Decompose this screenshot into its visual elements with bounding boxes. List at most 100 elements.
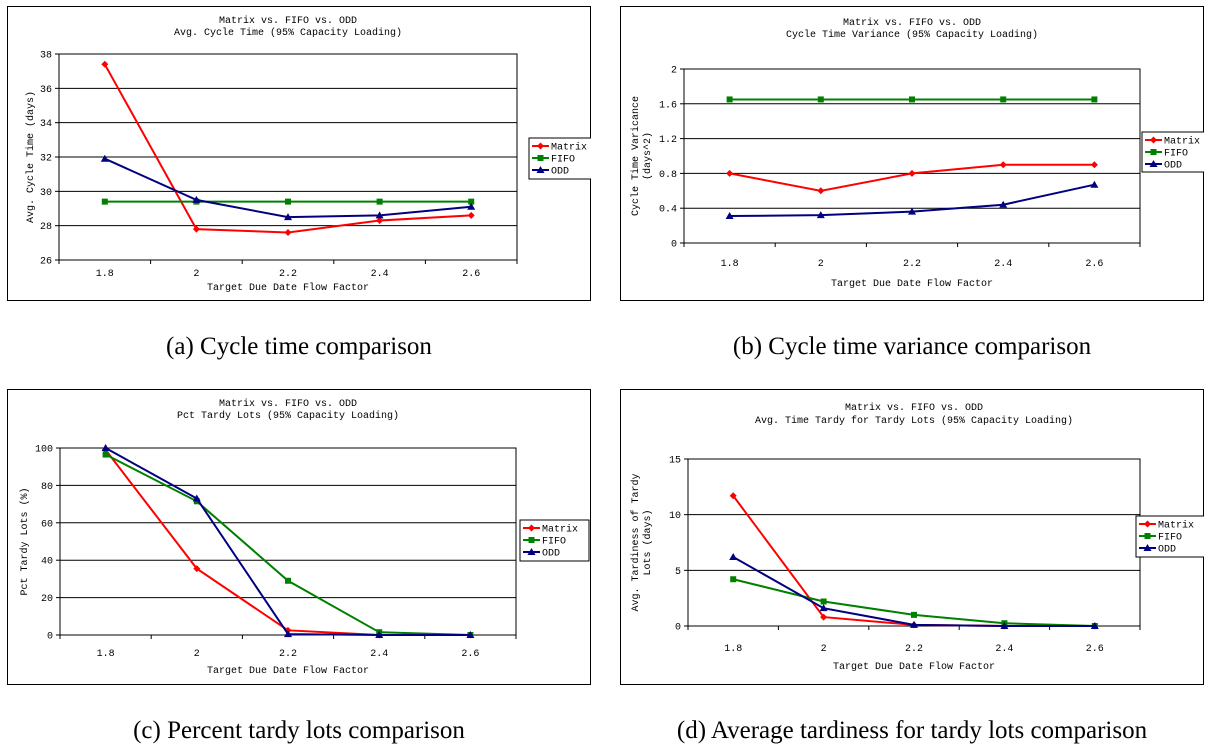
legend-entry-fifo: FIFO xyxy=(1145,149,1188,160)
y-tick-label: 38 xyxy=(40,51,52,62)
plot-area xyxy=(683,68,1141,244)
legend-marker xyxy=(1150,149,1157,155)
x-tick-label: 1.8 xyxy=(97,649,115,660)
y-axis-label: Cycle Time Varicance xyxy=(630,96,642,216)
legend-label: Matrix xyxy=(1158,520,1194,532)
y-tick-label: 0 xyxy=(671,240,677,251)
chart-subtitle: Cycle Time Variance (95% Capacity Loadin… xyxy=(786,29,1038,41)
y-tick-label: 60 xyxy=(41,519,53,530)
x-tick-label: 2.2 xyxy=(905,644,923,655)
legend-entry-matrix: Matrix xyxy=(523,524,578,536)
x-axis-label: Target Due Date Flow Factor xyxy=(207,665,369,677)
data-point xyxy=(375,211,384,219)
legend-entry-odd: ODD xyxy=(1145,160,1182,172)
data-point xyxy=(101,60,109,68)
data-point xyxy=(285,198,291,205)
y-axis-label: (days^2) xyxy=(642,132,654,180)
caption-c: (c) Percent tardy lots comparison xyxy=(133,717,465,744)
y-tick-label: 26 xyxy=(40,257,52,268)
y-tick-label: 2 xyxy=(671,66,677,77)
x-tick-label: 2.6 xyxy=(461,649,479,660)
data-point xyxy=(375,631,384,638)
x-tick-label: 2.6 xyxy=(462,269,480,280)
data-point xyxy=(817,187,825,195)
legend-entry-odd: ODD xyxy=(532,166,569,178)
data-point xyxy=(817,96,824,103)
data-point xyxy=(730,576,737,583)
legend-label: ODD xyxy=(1158,545,1176,556)
series-matrix xyxy=(726,161,1098,195)
chart-frame xyxy=(7,6,591,301)
legend-marker xyxy=(1143,544,1152,551)
x-tick-label: 2.2 xyxy=(279,649,297,660)
chart-subtitle: Avg. Time Tardy for Tardy Lots (95% Capa… xyxy=(755,415,1073,427)
legend-label: FIFO xyxy=(542,537,566,548)
y-tick-label: 0 xyxy=(675,623,681,634)
legend-entry-fifo: FIFO xyxy=(532,155,575,166)
chart-frame xyxy=(620,389,1204,685)
data-point xyxy=(820,613,828,621)
data-point xyxy=(1000,622,1009,629)
data-point xyxy=(819,604,828,612)
x-tick-label: 1.8 xyxy=(724,644,742,655)
legend-marker xyxy=(537,142,544,150)
data-point xyxy=(910,620,918,628)
series-odd xyxy=(729,552,1099,629)
data-point xyxy=(376,198,383,205)
legend-marker xyxy=(528,524,535,532)
x-axis-label: Target Due Date Flow Factor xyxy=(207,282,369,294)
y-tick-label: 28 xyxy=(40,222,52,233)
series-odd xyxy=(725,180,1099,220)
legend-entry-matrix: Matrix xyxy=(1145,136,1200,148)
series-matrix xyxy=(101,60,475,237)
y-tick-label: 32 xyxy=(40,154,52,165)
x-axis-label: Target Due Date Flow Factor xyxy=(833,661,995,673)
y-tick-label: 10 xyxy=(669,511,681,522)
data-point xyxy=(102,451,109,458)
chart-panel-a: Matrix vs. FIFO vs. ODD Avg. Cycle Time (… xyxy=(7,6,591,301)
legend-marker xyxy=(1144,520,1151,528)
data-point xyxy=(466,631,475,638)
x-tick-label: 2 xyxy=(193,269,199,280)
data-point xyxy=(1000,96,1007,103)
y-tick-label: 100 xyxy=(35,445,53,456)
y-axis-label: Avg. Tardiness of Tardy xyxy=(630,473,642,611)
data-point xyxy=(999,161,1007,169)
y-tick-label: 1.2 xyxy=(659,135,677,146)
plot-area xyxy=(58,53,518,261)
chart-title: Matrix vs. FIFO vs. ODD xyxy=(219,398,357,410)
x-tick-label: 2.2 xyxy=(279,269,297,280)
data-point xyxy=(192,195,201,203)
y-axis-label: Lots (days) xyxy=(642,509,654,575)
data-point xyxy=(284,213,292,221)
y-tick-label: 36 xyxy=(40,85,52,96)
legend-marker xyxy=(527,548,536,555)
y-tick-label: 30 xyxy=(40,188,52,199)
data-point xyxy=(729,492,737,500)
data-point xyxy=(467,202,476,210)
y-tick-label: 5 xyxy=(675,567,681,578)
legend-marker xyxy=(537,155,544,161)
legend-entry-matrix: Matrix xyxy=(532,142,587,154)
data-point xyxy=(284,229,292,237)
data-point xyxy=(726,96,733,103)
y-tick-label: 0.8 xyxy=(659,170,677,181)
data-point xyxy=(999,200,1008,208)
x-tick-label: 2 xyxy=(818,259,824,270)
legend-entry-odd: ODD xyxy=(523,548,560,560)
chart-panel-d: Matrix vs. FIFO vs. ODD Avg. Time Tardy f… xyxy=(620,389,1204,685)
y-tick-label: 80 xyxy=(41,482,53,493)
legend-label: Matrix xyxy=(551,142,587,154)
data-point xyxy=(467,211,475,219)
x-tick-label: 2.4 xyxy=(371,269,389,280)
legend-label: ODD xyxy=(551,167,569,178)
data-point xyxy=(192,494,201,502)
data-point xyxy=(726,169,734,177)
x-tick-label: 2.2 xyxy=(903,259,921,270)
y-tick-label: 15 xyxy=(669,456,681,467)
